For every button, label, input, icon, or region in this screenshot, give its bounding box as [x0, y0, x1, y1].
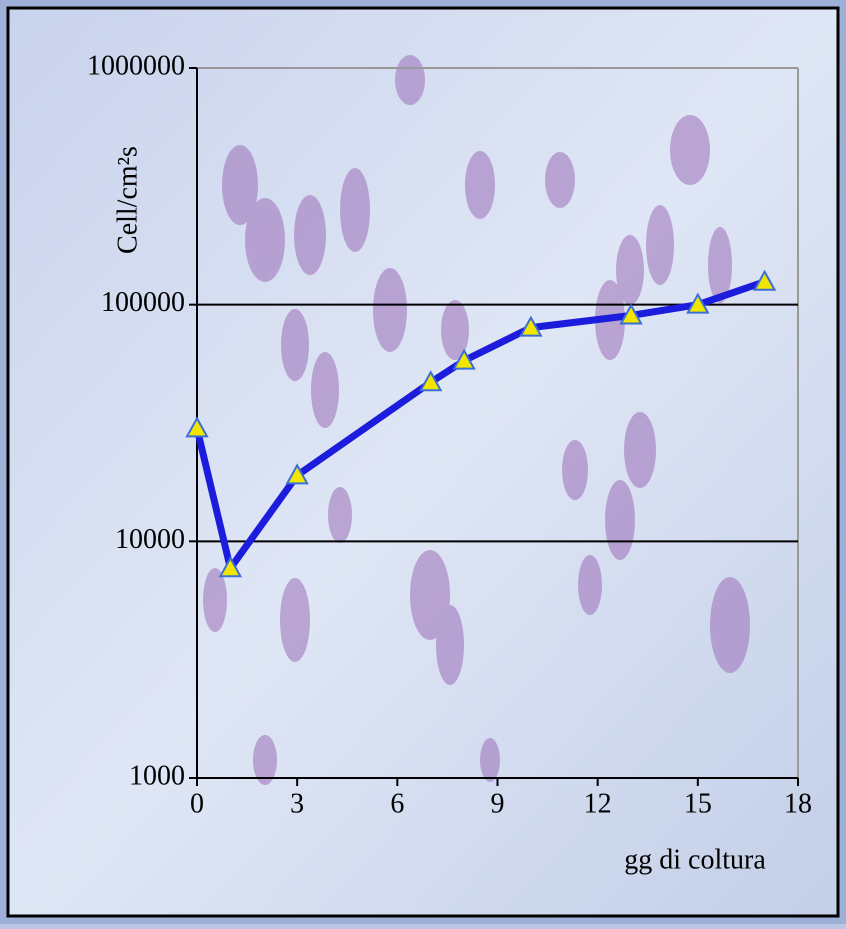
x-tick-label: 9	[491, 788, 505, 819]
x-tick-label: 18	[784, 788, 812, 819]
y-tick-label: 1000	[129, 760, 185, 791]
y-tick-label: 10000	[115, 524, 185, 555]
y-tick-label: 1000000	[87, 50, 185, 81]
data-marker	[519, 315, 543, 337]
data-marker	[185, 416, 209, 438]
x-tick-label: 3	[290, 788, 304, 819]
x-axis-title: gg di coltura	[624, 844, 766, 875]
data-marker	[285, 463, 309, 485]
data-marker	[752, 269, 777, 291]
data-marker	[686, 292, 710, 314]
data-marker	[419, 370, 443, 392]
x-tick-label: 6	[390, 788, 404, 819]
y-tick-label: 100000	[101, 287, 185, 318]
data-marker	[619, 303, 643, 325]
y-axis-title: Cell/cm²s	[112, 146, 143, 254]
x-tick-label: 15	[684, 788, 712, 819]
cell-decoration	[203, 55, 750, 785]
data-marker	[452, 348, 476, 370]
x-tick-label: 12	[584, 788, 612, 819]
x-tick-label: 0	[190, 788, 204, 819]
data-marker	[218, 556, 243, 578]
